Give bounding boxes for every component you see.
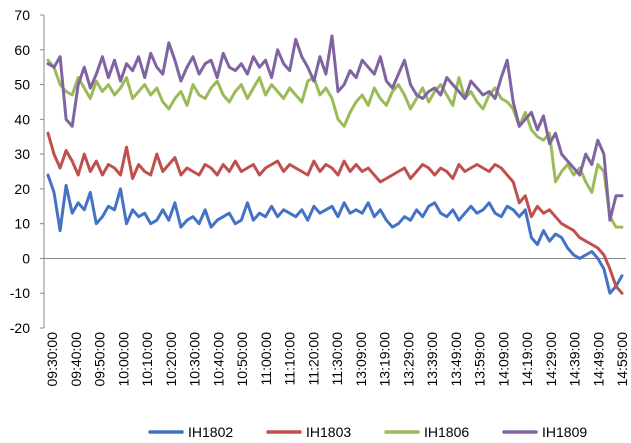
x-tick-label: 14:19:00 bbox=[519, 332, 535, 387]
x-tick-label: 14:49:00 bbox=[590, 332, 606, 387]
y-axis: -20 -10 0 10 20 30 40 50 60 70 bbox=[10, 7, 45, 336]
x-tick-label: 13:59:00 bbox=[472, 332, 488, 387]
series-line-ih1802 bbox=[46, 173, 624, 295]
x-tick-label: 14:09:00 bbox=[495, 332, 511, 387]
legend-label-ih1809: IH1809 bbox=[542, 424, 587, 440]
y-tick-label: 20 bbox=[14, 181, 30, 197]
series-line-ih1806 bbox=[46, 58, 624, 229]
x-tick-label: 10:50:00 bbox=[234, 332, 250, 387]
x-tick-label: 13:19:00 bbox=[377, 332, 393, 387]
y-tick-label: 40 bbox=[14, 111, 30, 127]
y-tick-label: 50 bbox=[14, 77, 30, 93]
x-tick-label: 09:40:00 bbox=[68, 332, 84, 387]
x-tick-label: 09:30:00 bbox=[44, 332, 60, 387]
series-line-ih1803 bbox=[46, 131, 624, 295]
x-tick-label: 10:10:00 bbox=[139, 332, 155, 387]
x-tick-label: 11:30:00 bbox=[329, 332, 345, 386]
legend: IH1802 IH1803 IH1806 IH1809 bbox=[148, 424, 587, 440]
legend-label-ih1803: IH1803 bbox=[306, 424, 351, 440]
series-line-ih1809 bbox=[46, 34, 624, 222]
x-tick-label: 14:59:00 bbox=[614, 332, 630, 387]
x-tick-label: 13:09:00 bbox=[353, 332, 369, 387]
legend-label-ih1806: IH1806 bbox=[424, 424, 469, 440]
x-tick-label: 14:29:00 bbox=[543, 332, 559, 387]
x-tick-label: 14:39:00 bbox=[567, 332, 583, 387]
legend-label-ih1802: IH1802 bbox=[188, 424, 233, 440]
y-tick-label: -10 bbox=[10, 285, 30, 301]
x-tick-label: 10:40:00 bbox=[210, 332, 226, 387]
y-tick-label: -20 bbox=[10, 320, 30, 336]
x-axis: 09:30:00 09:40:00 09:50:00 10:00:00 10:10:00… bbox=[44, 257, 630, 387]
y-tick-label: 10 bbox=[14, 216, 30, 232]
x-tick-label: 11:00:00 bbox=[258, 332, 274, 386]
x-tick-label: 10:30:00 bbox=[187, 332, 203, 387]
x-tick-label: 09:50:00 bbox=[92, 332, 108, 387]
x-tick-label: 11:20:00 bbox=[305, 332, 321, 386]
x-tick-label: 11:10:00 bbox=[282, 332, 298, 386]
y-tick-label: 60 bbox=[14, 42, 30, 58]
series-lines bbox=[46, 34, 624, 295]
x-tick-label: 10:00:00 bbox=[115, 332, 131, 387]
y-tick-label: 0 bbox=[22, 250, 30, 266]
y-tick-label: 30 bbox=[14, 146, 30, 162]
x-tick-label: 10:20:00 bbox=[163, 332, 179, 387]
x-tick-label: 13:39:00 bbox=[424, 332, 440, 387]
x-tick-label: 13:49:00 bbox=[448, 332, 464, 387]
y-tick-label: 70 bbox=[14, 7, 30, 23]
x-tick-label: 13:29:00 bbox=[400, 332, 416, 387]
